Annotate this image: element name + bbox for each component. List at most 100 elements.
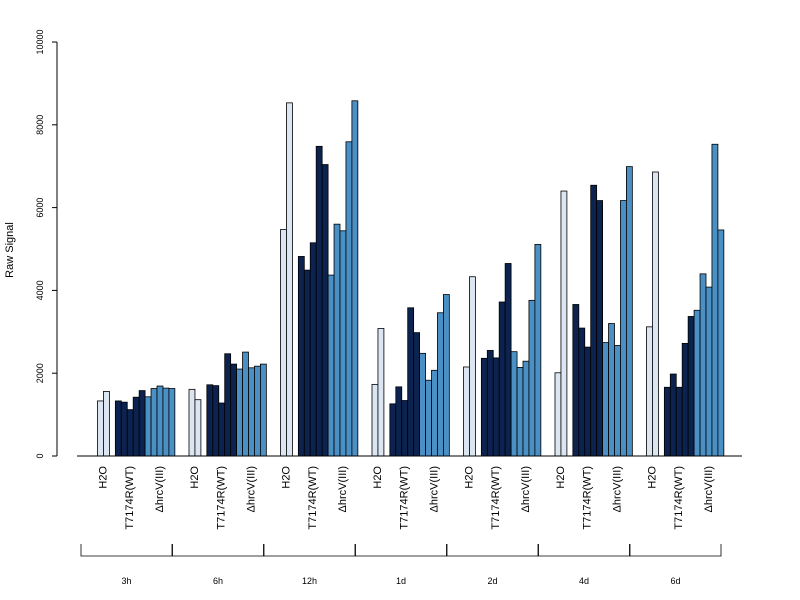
bar-12h-t7174r-wt-5 [321,164,329,457]
category-label: ΔhrcV(III) [520,466,532,512]
bar-2d-hrcv-iii-5 [534,244,542,457]
bar-2d-h2o-1 [463,366,470,457]
bar-6h-hrcv-iii-2 [242,351,249,457]
bar-6h-h2o-1 [188,388,196,457]
category-label: ΔhrcV(III) [703,466,715,512]
group-bracket [538,544,630,557]
group-bracket [629,544,722,557]
bar-4d-hrcv-iii-2 [608,323,615,457]
category-label: ΔhrcV(III) [245,466,257,512]
bar-3h-t7174r-wt-4 [132,396,140,457]
bar-12h-t7174r-wt-1 [297,256,305,457]
bar-6d-t7174r-wt-3 [675,386,683,457]
group-label: 6h [213,576,223,586]
bar-2d-t7174r-wt-1 [480,357,488,457]
bar-4d-h2o-2 [560,190,568,457]
category-labels: H2O T7174R(WT) ΔhrcV(III) H2O T7174R(WT) Δhrc… [97,466,715,530]
bar-12h-t7174r-wt-2 [303,269,311,457]
bar-12h-h2o-1 [280,229,287,457]
group-bracket [80,544,173,557]
bar-3h-t7174r-wt-2 [120,401,128,457]
group-bracket [263,544,356,557]
category-label: ΔhrcV(III) [611,466,623,512]
category-label: T7174R(WT) [307,466,319,530]
bar-2d-hrcv-iii-1 [510,351,518,457]
group-label: 12h [302,576,317,586]
bar-3h-hrcv-iii-2 [150,388,158,457]
bar-12h-hrcv-iii-3 [339,230,347,457]
category-label: T7174R(WT) [673,466,685,530]
bar-1d-hrcv-iii-3 [431,369,438,457]
y-axis-label: Raw Signal [4,222,16,278]
bar-12h-hrcv-iii-4 [345,141,353,457]
bar-1d-h2o-2 [377,328,385,457]
bar-12h-t7174r-wt-4 [315,145,323,457]
bar-4d-hrcv-iii-4 [620,200,627,457]
group-label: 2d [487,576,497,586]
category-label: H2O [646,466,658,489]
bar-4d-hrcv-iii-5 [626,166,633,457]
bar-6h-hrcv-iii-4 [254,365,261,457]
bar-2d-t7174r-wt-5 [504,263,512,457]
bar-6d-hrcv-iii-5 [717,229,725,457]
bar-6h-hrcv-iii-1 [236,368,243,457]
bar-6d-t7174r-wt-4 [681,342,689,457]
group-labels: 3h 6h 12h 1d 2d 4d 6d [80,544,722,586]
y-tick-label: 4000 [35,280,45,300]
bar-3h-hrcv-iii-4 [162,387,170,457]
category-label: H2O [189,466,201,489]
bar-2d-hrcv-iii-3 [522,360,530,457]
bar-2d-h2o-2 [469,276,476,457]
bar-6d-t7174r-wt-2 [669,373,677,457]
bar-12h-h2o-2 [286,102,293,457]
bar-12h-hrcv-iii-5 [351,100,359,457]
y-tick-label: 6000 [35,198,45,218]
y-tick-label: 0 [35,453,45,458]
y-tick-label: 2000 [35,363,45,383]
bar-2d-t7174r-wt-4 [498,301,506,457]
y-tick-label: 10000 [35,29,45,54]
category-label: T7174R(WT) [399,466,411,530]
category-label: H2O [555,466,567,489]
category-label: T7174R(WT) [582,466,594,530]
bar-6h-h2o-2 [194,399,202,457]
bar-6h-t7174r-wt-3 [218,402,226,457]
bar-1d-hrcv-iii-5 [442,294,450,457]
bar-1d-t7174r-wt-2 [395,386,403,457]
bar-4d-t7174r-wt-5 [596,200,604,457]
bar-1d-hrcv-iii-1 [419,352,426,457]
category-label: H2O [280,466,292,489]
bar-1d-hrcv-iii-4 [437,312,444,457]
bar-4d-t7174r-wt-4 [590,184,598,457]
bar-4d-hrcv-iii-3 [614,345,621,457]
bar-6h-t7174r-wt-4 [224,353,232,457]
group-label: 6d [670,576,680,586]
category-label: H2O [97,466,109,489]
bar-1d-t7174r-wt-3 [401,400,409,457]
bar-6h-hrcv-iii-3 [248,367,255,457]
category-label: ΔhrcV(III) [154,466,166,512]
bar-3h-hrcv-iii-1 [144,396,152,457]
bar-12h-hrcv-iii-1 [327,274,335,457]
bar-12h-hrcv-iii-2 [333,223,341,457]
bar-2d-hrcv-iii-4 [528,299,536,457]
group-bracket [355,544,447,557]
category-label: ΔhrcV(III) [428,466,440,512]
bar-2d-t7174r-wt-3 [492,357,500,457]
bar-12h-t7174r-wt-3 [309,242,317,457]
group-label: 4d [579,576,589,586]
bar-1d-hrcv-iii-2 [425,379,432,457]
bar-1d-h2o-1 [371,383,379,457]
bar-3h-hrcv-iii-3 [156,385,164,457]
category-label: T7174R(WT) [216,466,228,530]
bar-6d-h2o-2 [652,171,659,457]
group-bracket [172,544,264,557]
category-label: ΔhrcV(III) [337,466,349,512]
group-label: 3h [121,576,131,586]
bar-1d-t7174r-wt-5 [413,332,420,457]
bar-6d-hrcv-iii-1 [693,309,701,457]
bar-4d-hrcv-iii-1 [602,342,609,457]
group-bracket [446,544,539,557]
bar-6d-hrcv-iii-4 [711,143,719,457]
bar-1d-t7174r-wt-1 [389,403,397,457]
